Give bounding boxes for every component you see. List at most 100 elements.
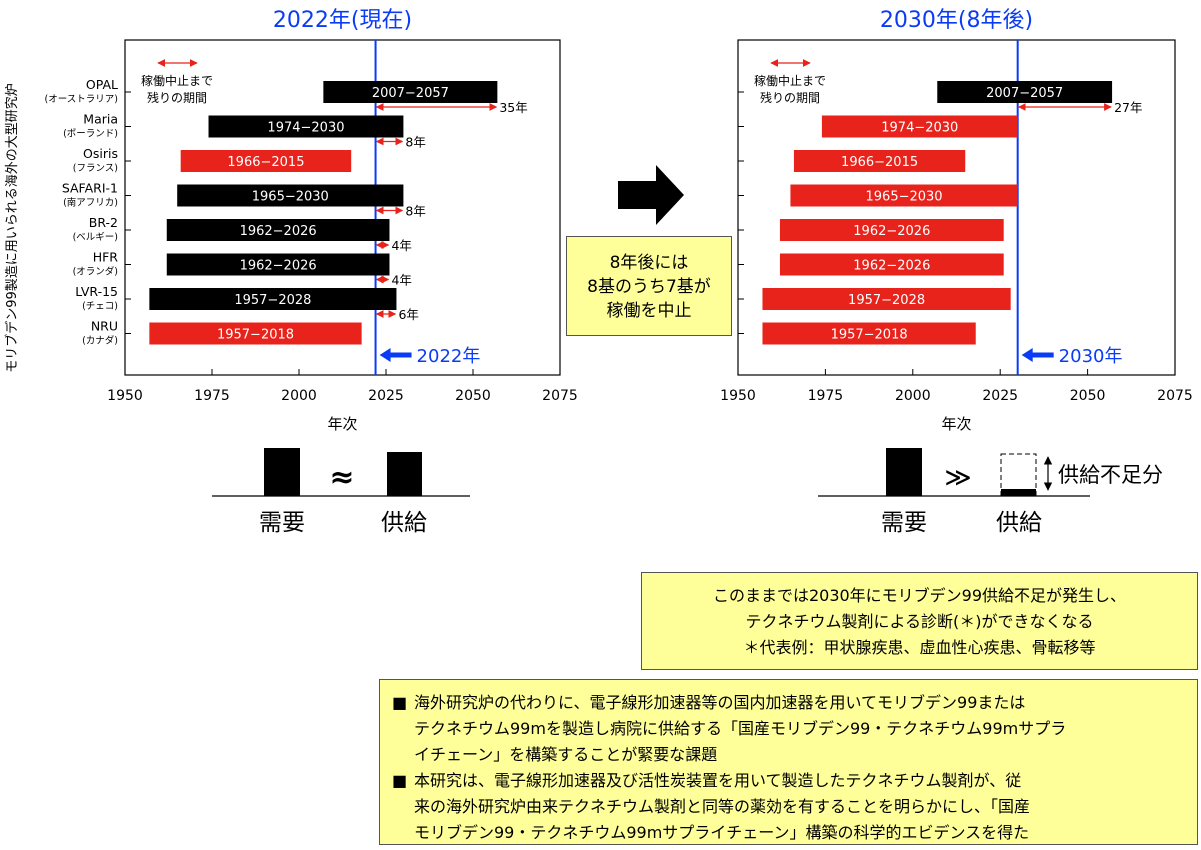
x-tick-label: 1950 bbox=[720, 388, 756, 404]
chart-2030: 2030年(8年後) 1950 1975 2000 2025 2050 2075 年次 稼働中止… bbox=[720, 8, 1193, 433]
transition-arrow-icon bbox=[618, 165, 684, 225]
timeline-bar bbox=[793, 150, 966, 172]
summary-text: 本研究は、電子線形加速器及び活性炭装置を用いて製造したテクネチウム製剤が、従 来… bbox=[414, 768, 1189, 846]
reactor-country: (南アフリカ) bbox=[63, 197, 118, 209]
timeline-bar bbox=[762, 322, 976, 345]
warning-line: このままでは2030年にモリブデン99供給不足が発生し、 bbox=[712, 586, 1127, 605]
plot-frame bbox=[124, 39, 561, 376]
summary-line: 来の海外研究炉由来テクネチウム製剤と同等の薬効を有することを明らかにし、「国産 bbox=[414, 797, 1031, 816]
supply-shortage-outline bbox=[1000, 453, 1037, 497]
relation-symbol: ≫ bbox=[944, 463, 971, 493]
reactor-country: (ベルギー) bbox=[73, 232, 118, 243]
demand-label: 需要 bbox=[259, 510, 305, 536]
shortage-label: 供給不足分 bbox=[1058, 463, 1163, 487]
plot-frame bbox=[737, 39, 1176, 376]
x-tick-label: 2075 bbox=[1157, 388, 1193, 404]
reactor-name: BR-2 bbox=[89, 215, 118, 230]
reactor-country: (チェコ) bbox=[82, 301, 118, 312]
current-year-label: 2030年 bbox=[1059, 346, 1123, 367]
reactor-labels: OPAL (オーストラリア) Maria (ポーランド) Osiris (フランス) SAF… bbox=[45, 77, 119, 347]
timeline-bar bbox=[790, 184, 1018, 207]
bar-label: 1957−2018 bbox=[217, 328, 294, 343]
reactor-country: (フランス) bbox=[73, 163, 118, 174]
reactor-name: Osiris bbox=[83, 146, 118, 161]
bar-label: 2007−2057 bbox=[372, 86, 449, 101]
x-tick-label: 1950 bbox=[107, 388, 143, 404]
reactor-name: SAFARI-1 bbox=[62, 181, 118, 196]
legend-text: 稼働中止まで bbox=[754, 73, 826, 88]
bar-label: 1962−2026 bbox=[853, 259, 930, 274]
remaining-label: 8年 bbox=[405, 204, 425, 219]
summary-item: ■ 本研究は、電子線形加速器及び活性炭装置を用いて製造したテクネチウム製剤が、従… bbox=[392, 768, 1189, 846]
middle-callout-line: 8年後には bbox=[609, 253, 689, 273]
reactor-country: (オランダ) bbox=[73, 266, 118, 278]
x-tick-label: 2075 bbox=[542, 388, 578, 404]
timeline-bar bbox=[208, 115, 404, 138]
timeline-bar bbox=[779, 253, 1004, 276]
timeline-bar bbox=[821, 115, 1018, 138]
timeline-bar bbox=[323, 81, 498, 103]
summary-line: 海外研究炉の代わりに、電子線形加速器等の国内加速器を用いてモリブデン99または bbox=[414, 693, 1026, 712]
remaining-label: 27年 bbox=[1114, 100, 1142, 115]
middle-callout-line: 稼働を中止 bbox=[606, 301, 692, 321]
x-tick-label: 2025 bbox=[982, 388, 1018, 404]
bar-label: 1974−2030 bbox=[267, 121, 344, 136]
bar-label: 1965−2030 bbox=[866, 190, 943, 205]
summary-line: イチェーン」を構築することが緊要な課題 bbox=[414, 745, 718, 764]
warning-line: テクネチウム製剤による診断(＊)ができなくなる bbox=[745, 612, 1094, 631]
bar-label: 1966−2015 bbox=[841, 155, 918, 170]
warning-box: このままでは2030年にモリブデン99供給不足が発生し、 テクネチウム製剤による… bbox=[641, 572, 1198, 670]
timeline-bar bbox=[166, 219, 390, 241]
summary-line: テクネチウム99mを製造し病院に供給する「国産モリブデン99・テクネチウム99m… bbox=[414, 719, 1067, 738]
remaining-label: 6年 bbox=[398, 307, 418, 322]
summary-line: モリブデン99・テクネチウム99mサプライチェーン」構築の科学的エビデンスを得た bbox=[414, 823, 1030, 842]
supply-label: 供給 bbox=[996, 510, 1042, 536]
supply-bar bbox=[387, 452, 422, 496]
legend-text: 残りの期間 bbox=[147, 91, 207, 105]
x-tick-label: 1975 bbox=[808, 388, 844, 404]
legend-text: 稼働中止まで bbox=[141, 73, 213, 88]
middle-callout-line: 8基のうち7基が bbox=[587, 277, 711, 297]
timeline-bar bbox=[177, 184, 404, 207]
chart-title: 2030年(8年後) bbox=[880, 8, 1033, 33]
bar-label: 2007−2057 bbox=[986, 86, 1063, 101]
remaining-label: 4年 bbox=[391, 238, 411, 253]
remaining-label: 4年 bbox=[391, 273, 411, 288]
x-axis-label: 年次 bbox=[941, 415, 971, 433]
bar-label: 1957−2018 bbox=[831, 328, 908, 343]
reactor-name: NRU bbox=[91, 319, 118, 334]
timeline-bar bbox=[149, 322, 362, 345]
x-tick-label: 2025 bbox=[368, 388, 404, 404]
reactor-name: Maria bbox=[83, 112, 118, 127]
relation-symbol: ≈ bbox=[329, 460, 354, 495]
balance-right: ≫ 供給不足分 需要 供給 bbox=[818, 448, 1163, 536]
warning-footnote: ＊代表例：甲状腺疾患、虚血性心疾患、骨転移等 bbox=[743, 638, 1096, 657]
x-tick-label: 2050 bbox=[1070, 388, 1106, 404]
reactor-country: (カナダ) bbox=[82, 335, 118, 347]
summary-item: ■ 海外研究炉の代わりに、電子線形加速器等の国内加速器を用いてモリブデン99また… bbox=[392, 690, 1189, 768]
demand-bar bbox=[886, 448, 922, 496]
x-axis-label: 年次 bbox=[327, 415, 357, 433]
bar-label: 1957−2028 bbox=[234, 293, 311, 308]
x-tick-label: 2050 bbox=[455, 388, 491, 404]
demand-label: 需要 bbox=[881, 510, 927, 536]
reactor-name: OPAL bbox=[86, 77, 118, 92]
chart-2022: 2022年(現在) 1950 1975 2000 2025 2050 2075 年次 稼働中止ま… bbox=[107, 8, 578, 433]
bar-label: 1962−2026 bbox=[853, 224, 930, 239]
bar-label: 1962−2026 bbox=[240, 259, 317, 274]
timeline-bar bbox=[180, 150, 352, 172]
timeline-bar bbox=[937, 81, 1113, 103]
current-year-arrow-icon bbox=[1021, 348, 1054, 362]
bar-label: 1965−2030 bbox=[252, 190, 329, 205]
middle-callout: 8年後には 8基のうち7基が 稼働を中止 bbox=[566, 236, 732, 336]
remaining-label: 8年 bbox=[405, 135, 425, 150]
bullet-marker: ■ bbox=[392, 693, 408, 712]
x-tick-label: 2000 bbox=[895, 388, 931, 404]
bar-label: 1962−2026 bbox=[240, 224, 317, 239]
summary-line: 本研究は、電子線形加速器及び活性炭装置を用いて製造したテクネチウム製剤が、従 bbox=[414, 771, 1022, 790]
summary-text: 海外研究炉の代わりに、電子線形加速器等の国内加速器を用いてモリブデン99または … bbox=[414, 690, 1189, 768]
timeline-bar bbox=[149, 288, 397, 310]
x-tick-label: 1975 bbox=[194, 388, 230, 404]
timeline-bar bbox=[166, 253, 390, 276]
